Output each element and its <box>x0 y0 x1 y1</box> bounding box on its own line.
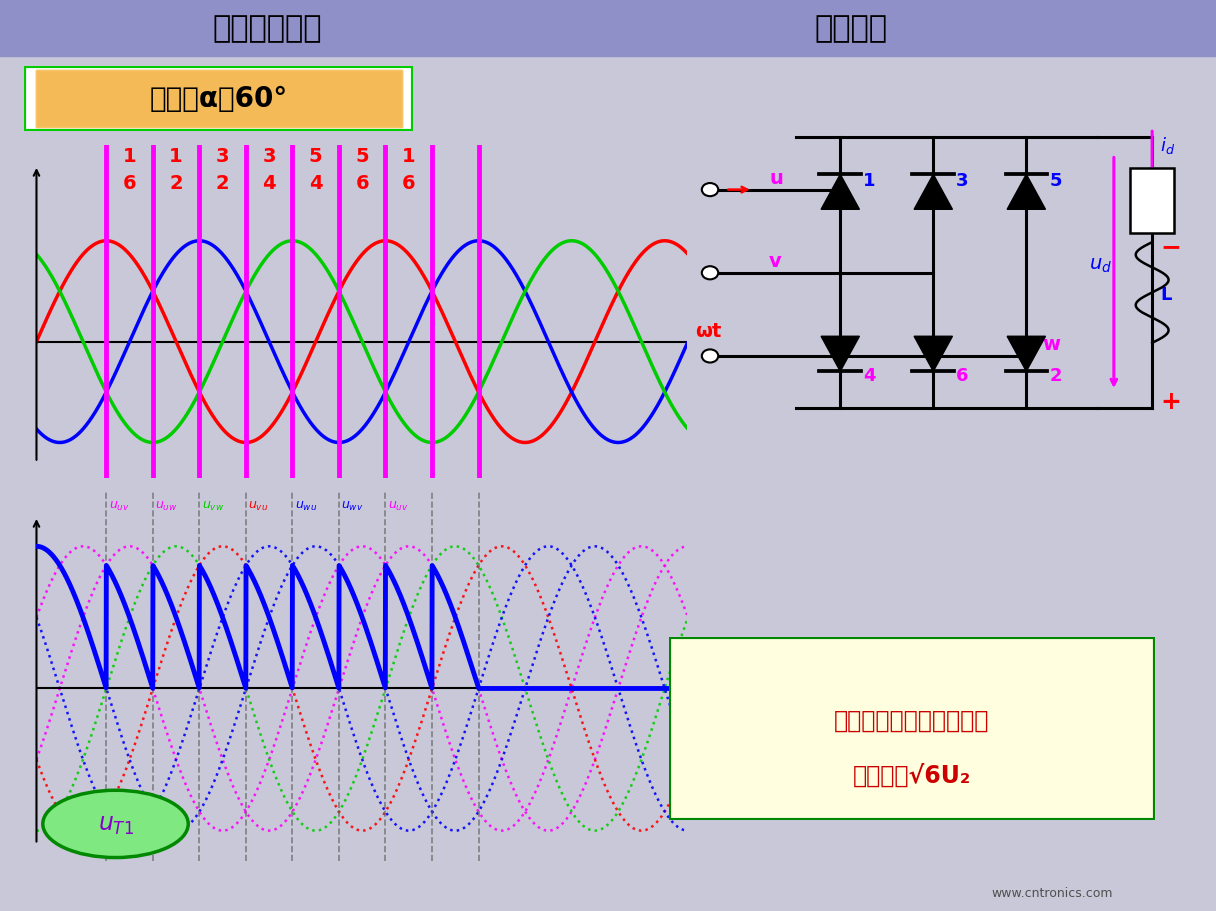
Circle shape <box>702 350 719 363</box>
Text: 1: 1 <box>402 147 416 166</box>
Polygon shape <box>1007 175 1046 210</box>
Polygon shape <box>914 337 952 372</box>
Text: L: L <box>1160 286 1172 303</box>
Text: 5: 5 <box>355 147 368 166</box>
Circle shape <box>702 267 719 280</box>
Text: 2: 2 <box>169 174 182 193</box>
Text: 5: 5 <box>1049 172 1062 190</box>
Text: $u_{vu}$: $u_{vu}$ <box>248 499 269 512</box>
Text: 2: 2 <box>215 174 230 193</box>
Text: 3: 3 <box>216 147 230 166</box>
Text: 2: 2 <box>1049 366 1062 384</box>
Polygon shape <box>1007 337 1046 372</box>
Text: $i_d$: $i_d$ <box>1160 135 1176 156</box>
Bar <box>36 71 401 128</box>
Text: 3: 3 <box>263 147 276 166</box>
Text: 1: 1 <box>169 147 182 166</box>
Text: $u_{wv}$: $u_{wv}$ <box>342 499 364 512</box>
Text: 工作原理: 工作原理 <box>815 14 888 43</box>
Ellipse shape <box>43 791 188 857</box>
Text: $u_d$: $u_d$ <box>1090 255 1113 274</box>
Text: 6: 6 <box>355 174 368 193</box>
Text: w: w <box>1042 335 1060 354</box>
Text: 4: 4 <box>863 366 876 384</box>
Text: ωt: ωt <box>696 666 721 684</box>
Text: 6: 6 <box>956 366 969 384</box>
Text: 控制角α＝60°: 控制角α＝60° <box>150 86 288 113</box>
Bar <box>1130 169 1173 234</box>
Text: $u_{uv}$: $u_{uv}$ <box>108 499 129 512</box>
Polygon shape <box>914 175 952 210</box>
Text: 晶闸管承受的最大正、反: 晶闸管承受的最大正、反 <box>834 708 990 732</box>
Text: 6: 6 <box>123 174 136 193</box>
Text: 3: 3 <box>956 172 969 190</box>
Text: 6: 6 <box>402 174 416 193</box>
Polygon shape <box>821 175 860 210</box>
Text: ωt: ωt <box>696 322 721 340</box>
Text: 4: 4 <box>263 174 276 193</box>
Bar <box>36 71 401 128</box>
Text: 5: 5 <box>309 147 322 166</box>
Circle shape <box>702 184 719 197</box>
Text: 三相全控桥式: 三相全控桥式 <box>213 14 322 43</box>
Text: +: + <box>1160 390 1181 414</box>
Text: $u_{vw}$: $u_{vw}$ <box>202 499 224 512</box>
Text: u: u <box>770 169 783 188</box>
Text: 4: 4 <box>309 174 322 193</box>
Text: −: − <box>1160 235 1182 259</box>
Text: $u_{T1}$: $u_{T1}$ <box>97 812 134 836</box>
Text: R: R <box>1160 194 1175 212</box>
Text: 向压降为√6U₂: 向压降为√6U₂ <box>852 763 972 786</box>
Text: $u_{uw}$: $u_{uw}$ <box>154 499 178 512</box>
Text: www.cntronics.com: www.cntronics.com <box>991 886 1113 899</box>
Text: v: v <box>770 252 782 271</box>
Text: 1: 1 <box>863 172 876 190</box>
Text: $u_{uv}$: $u_{uv}$ <box>388 499 409 512</box>
Polygon shape <box>821 337 860 372</box>
Text: 1: 1 <box>123 147 136 166</box>
Text: $u_{wu}$: $u_{wu}$ <box>294 499 317 512</box>
